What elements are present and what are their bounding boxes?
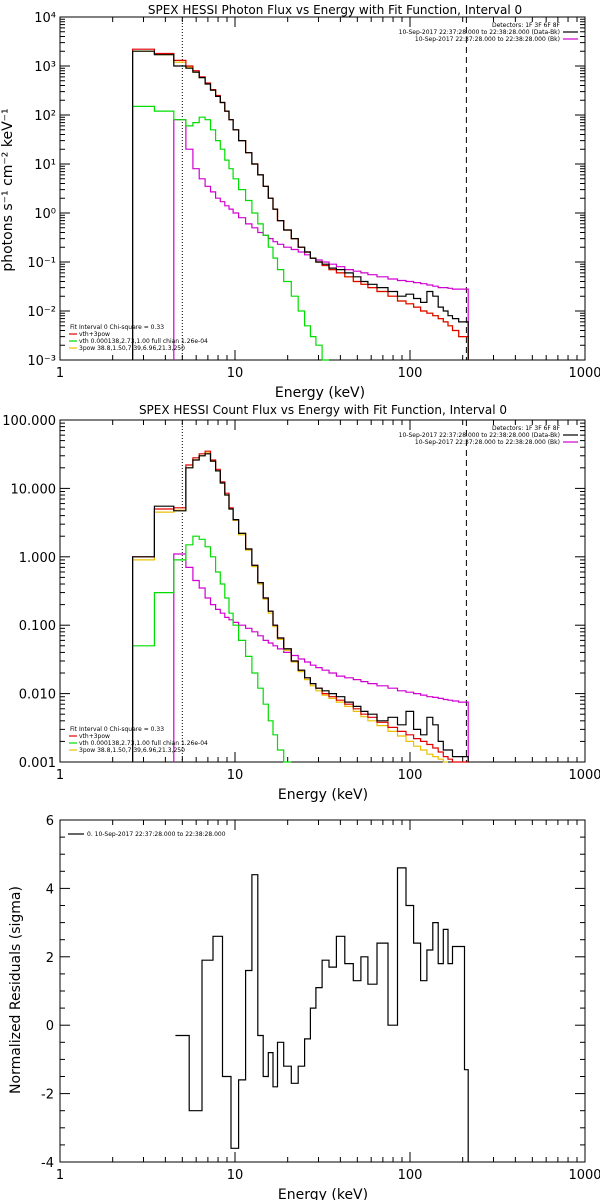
legend-bottomleft-text: vth+3pow <box>79 331 110 338</box>
power-law-series <box>132 452 448 763</box>
legend-bottomleft-text: 3pow 38.8,1.50,7.39,6.96,21.3,250 <box>79 747 185 754</box>
legend-bottomleft-text: 3pow 38.8,1.50,7.39,6.96,21.3,250 <box>79 345 185 352</box>
x-tick-label: 10 <box>227 366 244 381</box>
x-tick-label: 1000 <box>568 768 600 783</box>
y-tick-label: 0.100 <box>19 619 56 634</box>
legend-topright-text: 10-Sep-2017 22:37:28.000 to 22:38:28.000… <box>415 439 560 446</box>
legend-bottomleft-text: vth+3pow <box>79 733 110 740</box>
legend-topright-text: 10-Sep-2017 22:37:28.000 to 22:38:28.000… <box>399 432 560 439</box>
y-tick-label: 6 <box>46 814 54 829</box>
photon-panel-ylabel: photons s⁻¹ cm⁻² keV⁻¹ <box>0 108 16 271</box>
y-tick-label: 10⁰ <box>34 207 56 222</box>
x-tick-label: 1 <box>56 366 64 381</box>
y-tick-label: 10⁻¹ <box>27 256 56 271</box>
photon-flux-panel: SPEX HESSI Photon Flux vs Energy with Fi… <box>0 3 600 401</box>
count-flux-panel: SPEX HESSI Count Flux vs Energy with Fit… <box>2 403 600 803</box>
y-tick-label: 0.001 <box>19 756 56 771</box>
y-tick-label: 2 <box>46 951 54 966</box>
plot-frame <box>59 16 586 361</box>
residuals-panel-ylabel: Normalized Residuals (sigma) <box>8 886 24 1094</box>
x-tick-label: 1 <box>56 1168 64 1183</box>
count-panel-xlabel: Energy (keV) <box>278 787 368 803</box>
thermal-series <box>132 105 329 361</box>
residual-series <box>175 867 469 1162</box>
y-tick-label: 10³ <box>34 60 56 75</box>
y-tick-label: 10² <box>34 109 56 124</box>
y-tick-label: 10⁴ <box>34 11 56 26</box>
data-series <box>132 50 469 360</box>
x-tick-label: 1000 <box>568 1168 600 1183</box>
x-tick-label: 1 <box>56 768 64 783</box>
x-tick-label: 10 <box>227 1168 244 1183</box>
y-tick-label: 1.000 <box>19 551 56 566</box>
photon-panel-xlabel: Energy (keV) <box>275 385 365 401</box>
legend-topleft-text: 0. 10-Sep-2017 22:37:28.000 to 22:38:28.… <box>87 831 226 838</box>
data-series <box>132 453 469 762</box>
legend-topright-text: Detectors: 1F 3F 6F 8F <box>492 425 561 432</box>
background-series <box>173 553 469 762</box>
y-tick-label: 10⁻³ <box>27 354 56 369</box>
count-panel-title: SPEX HESSI Count Flux vs Energy with Fit… <box>139 403 507 417</box>
photon-panel-title: SPEX HESSI Photon Flux vs Energy with Fi… <box>148 3 522 17</box>
x-tick-label: 1000 <box>568 366 600 381</box>
y-tick-label: 10⁻² <box>27 305 56 320</box>
power-law-series <box>132 50 469 360</box>
y-tick-label: -4 <box>41 1156 54 1171</box>
total-fit-series <box>132 450 469 763</box>
x-tick-label: 10 <box>227 768 244 783</box>
background-series <box>173 119 469 360</box>
plot-frame <box>59 819 586 1163</box>
legend-bottomleft-text: vth 0.000138,2.73,1.00 full chian 1.26e-… <box>79 338 208 345</box>
legend-topright-text: 10-Sep-2017 22:37:28.000 to 22:38:28.000… <box>415 36 560 43</box>
residuals-panel-xlabel: Energy (keV) <box>278 1187 368 1200</box>
legend-topright-text: Detectors: 1F 3F 6F 8F <box>492 22 561 29</box>
legend-bottomleft-text: vth 0.000138,2.73,1.00 full chian 1.26e-… <box>79 740 208 747</box>
y-tick-label: 10.000 <box>11 482 57 497</box>
x-tick-label: 100 <box>398 1168 423 1183</box>
y-tick-label: 0.010 <box>19 688 56 703</box>
total-fit-series <box>132 48 469 360</box>
legend-bottomleft-text: Fit Interval 0 Chi-square = 0.33 <box>70 324 164 331</box>
y-tick-label: 10¹ <box>34 158 56 173</box>
plot-frame <box>59 419 586 763</box>
x-tick-label: 100 <box>398 768 423 783</box>
legend-topright-text: 10-Sep-2017 22:37:28.000 to 22:38:28.000… <box>399 29 560 36</box>
x-tick-label: 100 <box>398 366 423 381</box>
residuals-panel: Energy (keV) Normalized Residuals (sigma… <box>8 814 600 1200</box>
legend-bottomleft-text: Fit Interval 0 Chi-square = 0.33 <box>70 726 164 733</box>
y-tick-label: 100.000 <box>2 414 56 429</box>
y-tick-label: 0 <box>46 1019 54 1034</box>
thermal-series <box>132 535 292 763</box>
y-tick-label: 4 <box>46 882 54 897</box>
y-tick-label: -2 <box>41 1088 54 1103</box>
